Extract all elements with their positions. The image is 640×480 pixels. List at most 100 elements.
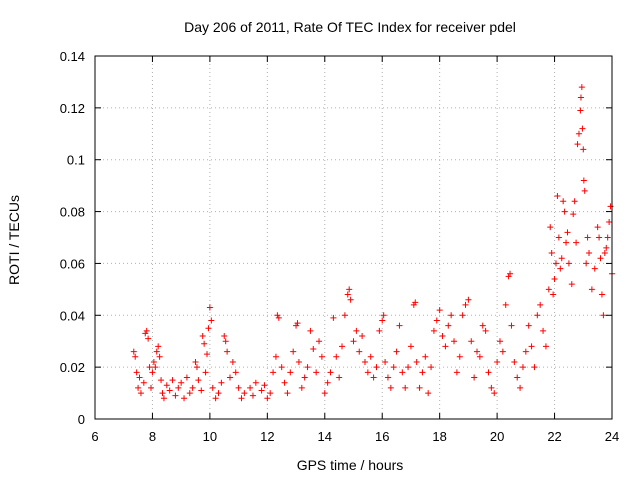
data-point [537, 301, 544, 308]
data-point [339, 343, 346, 350]
x-tick-label: 20 [490, 429, 504, 444]
data-point [494, 358, 501, 365]
data-point [347, 296, 354, 303]
data-point [261, 382, 268, 389]
data-point [416, 384, 423, 391]
data-point [488, 384, 495, 391]
data-point [218, 379, 225, 386]
data-point [281, 379, 288, 386]
data-point [241, 390, 248, 397]
data-point [581, 187, 588, 194]
data-point [152, 364, 159, 371]
data-point [224, 348, 231, 355]
x-axis-label: GPS time / hours [297, 457, 404, 473]
data-point [195, 377, 202, 384]
data-point [462, 301, 469, 308]
data-point [522, 348, 529, 355]
data-point [183, 374, 190, 381]
data-point [346, 286, 353, 293]
data-point [172, 392, 179, 399]
data-point [367, 353, 374, 360]
data-point [137, 390, 144, 397]
data-point [396, 322, 403, 329]
data-point [208, 317, 215, 324]
data-point [551, 275, 558, 282]
data-point [476, 353, 483, 360]
data-point [600, 312, 607, 319]
data-point [382, 358, 389, 365]
data-point [275, 314, 282, 321]
data-point [601, 250, 608, 257]
data-point [166, 387, 173, 394]
data-point [459, 312, 466, 319]
data-point [607, 203, 614, 210]
data-point [575, 130, 582, 137]
data-point [150, 358, 157, 365]
data-point [270, 369, 277, 376]
data-point [560, 198, 567, 205]
data-point [471, 374, 478, 381]
x-tick-label: 10 [203, 429, 217, 444]
data-point [588, 286, 595, 293]
data-point [597, 255, 604, 262]
grid [95, 56, 612, 419]
data-point [571, 198, 578, 205]
data-point [456, 353, 463, 360]
data-point [178, 379, 185, 386]
data-point [133, 369, 140, 376]
data-point [293, 322, 300, 329]
data-point [579, 125, 586, 132]
data-point [199, 333, 206, 340]
data-point [221, 333, 228, 340]
data-point [453, 369, 460, 376]
data-point [439, 333, 446, 340]
data-point [229, 358, 236, 365]
data-point [550, 291, 557, 298]
data-point [413, 358, 420, 365]
data-point [603, 244, 610, 251]
data-point [557, 265, 564, 272]
data-point [267, 390, 274, 397]
data-point [156, 353, 163, 360]
data-point [146, 364, 153, 371]
data-point [465, 296, 472, 303]
data-point [301, 374, 308, 381]
data-point [333, 353, 340, 360]
x-tick-label: 14 [318, 429, 332, 444]
data-point [204, 351, 211, 358]
data-point [425, 390, 432, 397]
data-point [336, 374, 343, 381]
data-point [295, 358, 302, 365]
data-point [376, 327, 383, 334]
data-point [181, 395, 188, 402]
data-point [390, 364, 397, 371]
data-point [405, 364, 412, 371]
data-point [412, 299, 419, 306]
data-point [330, 314, 337, 321]
x-axis: 6 8 10 12 14 16 18 20 22 24 [91, 56, 619, 444]
data-point [561, 208, 568, 215]
data-point [606, 218, 613, 225]
data-point [563, 239, 570, 246]
data-point [555, 234, 562, 241]
data-point [430, 327, 437, 334]
data-point [565, 260, 572, 267]
x-tick-label: 16 [375, 429, 389, 444]
data-point [583, 260, 590, 267]
data-point [198, 387, 205, 394]
data-point [554, 193, 561, 200]
data-point [316, 338, 323, 345]
data-point [552, 260, 559, 267]
data-point [485, 369, 492, 376]
data-point [511, 358, 518, 365]
data-point [442, 343, 449, 350]
data-point [419, 369, 426, 376]
data-point [341, 312, 348, 319]
data-point [136, 374, 143, 381]
data-point [564, 229, 571, 236]
data-point [548, 250, 555, 257]
data-point [596, 234, 603, 241]
data-point [212, 395, 219, 402]
plot-frame [94, 55, 613, 420]
data-point [598, 291, 605, 298]
